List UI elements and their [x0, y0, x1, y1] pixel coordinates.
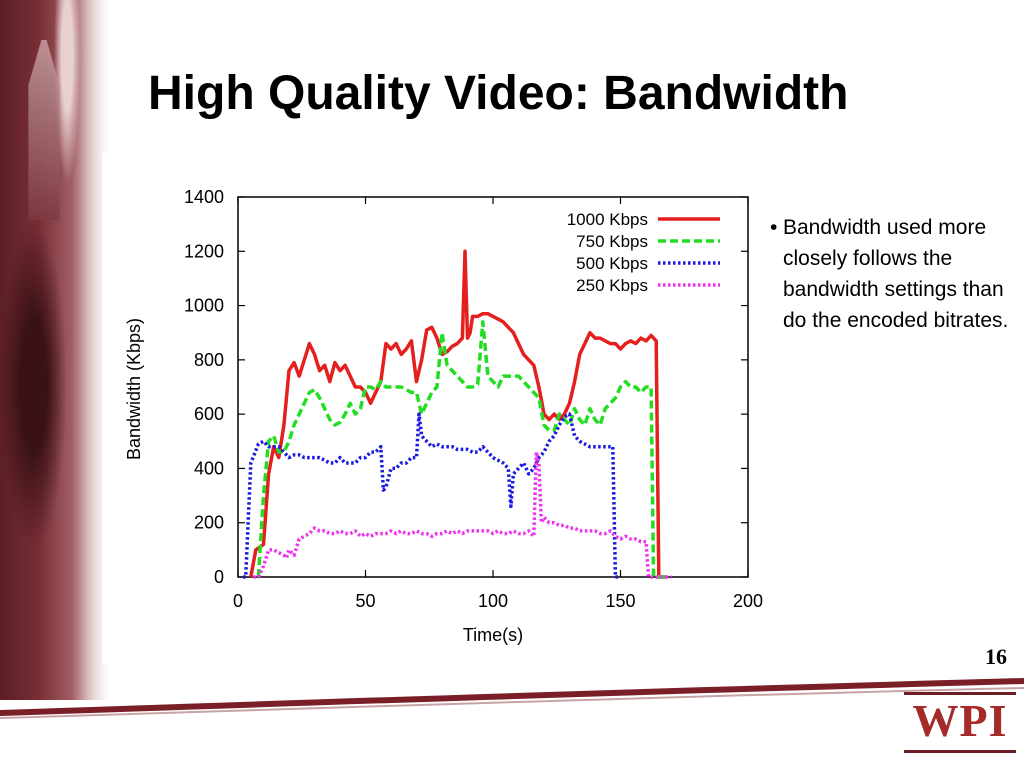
y-tick-label: 200	[194, 513, 224, 533]
y-tick-label: 1400	[184, 187, 224, 207]
slide-title: High Quality Video: Bandwidth	[148, 67, 849, 120]
wpi-logo: WPI	[896, 690, 1024, 760]
y-tick-label: 800	[194, 350, 224, 370]
page-number: 16	[985, 644, 1007, 669]
legend-label: 1000 Kbps	[567, 210, 648, 229]
y-tick-label: 0	[214, 567, 224, 587]
logo-top-rule	[904, 692, 1016, 695]
y-tick-label: 1200	[184, 241, 224, 261]
bandwidth-line-chart: 0 50 100 150 200 0 200 400 600 800 1000 1200 1400 100…	[124, 187, 763, 645]
campus-tower-photo	[0, 0, 112, 700]
x-tick-label: 100	[478, 591, 508, 611]
bell-tower-shape	[28, 40, 60, 220]
bullet-dot: •	[770, 216, 778, 239]
legend-label: 250 Kbps	[576, 276, 648, 295]
legend-label: 500 Kbps	[576, 254, 648, 273]
series-line-4	[253, 450, 672, 579]
plot-frame	[237, 196, 749, 578]
y-tick-label: 600	[194, 404, 224, 424]
x-tick-label: 0	[233, 591, 243, 611]
footer-swoosh	[0, 678, 1024, 719]
series-line-2	[256, 320, 667, 579]
x-axis-label: Time(s)	[463, 625, 523, 645]
x-tick-label: 150	[605, 591, 635, 611]
legend-label: 750 Kbps	[576, 232, 648, 251]
logo-text: WPI	[912, 695, 1008, 746]
series-line-1	[249, 249, 667, 579]
bullet-point: • Bandwidth used more closely follows th…	[770, 212, 1020, 336]
series-line-3	[243, 412, 621, 579]
y-axis-label: Bandwidth (Kbps)	[124, 318, 144, 460]
y-tick-label: 400	[194, 458, 224, 478]
x-tick-label: 200	[733, 591, 763, 611]
bullet-text: Bandwidth used more closely follows the …	[783, 216, 1009, 332]
y-tick-label: 1000	[184, 296, 224, 316]
x-tick-label: 50	[355, 591, 375, 611]
chart-panel: 0 50 100 150 200 0 200 400 600 800 1000 1200 1400 100…	[102, 153, 774, 665]
logo-bottom-rule	[904, 750, 1016, 753]
